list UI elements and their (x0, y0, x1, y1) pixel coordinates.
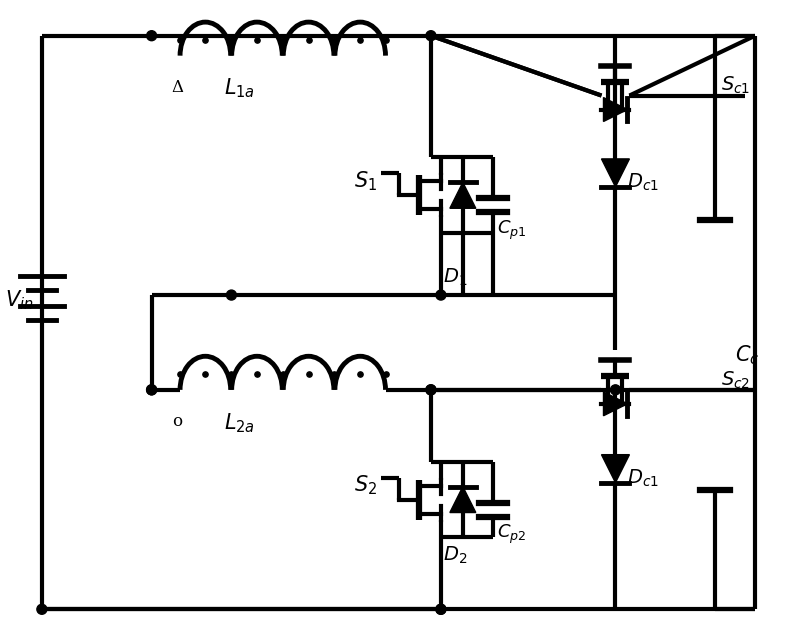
Circle shape (436, 604, 446, 614)
Circle shape (610, 385, 621, 395)
Circle shape (226, 290, 236, 300)
Text: $S_{c2}$: $S_{c2}$ (721, 369, 750, 390)
Text: $L_{1a}$: $L_{1a}$ (225, 77, 255, 101)
Text: $S_{c1}$: $S_{c1}$ (721, 75, 750, 96)
Circle shape (37, 604, 47, 614)
Text: $S_2$: $S_2$ (354, 474, 378, 497)
Circle shape (146, 385, 157, 395)
Text: $C_c$: $C_c$ (735, 343, 759, 367)
Text: $D_{c1}$: $D_{c1}$ (627, 468, 659, 489)
Text: o: o (173, 413, 182, 430)
Text: Δ: Δ (171, 79, 183, 96)
Text: $S_1$: $S_1$ (354, 170, 378, 193)
Polygon shape (450, 182, 476, 208)
Circle shape (426, 31, 436, 40)
Polygon shape (602, 159, 630, 187)
Circle shape (146, 31, 157, 40)
Circle shape (146, 385, 157, 395)
Text: $D_{c1}$: $D_{c1}$ (627, 172, 659, 194)
Polygon shape (603, 392, 627, 416)
Circle shape (436, 290, 446, 300)
Text: $D_1$: $D_1$ (443, 267, 467, 288)
Text: $L_{2a}$: $L_{2a}$ (225, 411, 255, 435)
Circle shape (426, 385, 436, 395)
Text: $C_{p1}$: $C_{p1}$ (497, 219, 526, 242)
Circle shape (436, 604, 446, 614)
Polygon shape (603, 97, 627, 122)
Text: $C_{p2}$: $C_{p2}$ (497, 523, 526, 546)
Text: $D_2$: $D_2$ (443, 545, 467, 566)
Circle shape (426, 385, 436, 395)
Polygon shape (602, 454, 630, 483)
Polygon shape (450, 487, 476, 513)
Text: $V_{in}$: $V_{in}$ (6, 288, 34, 312)
